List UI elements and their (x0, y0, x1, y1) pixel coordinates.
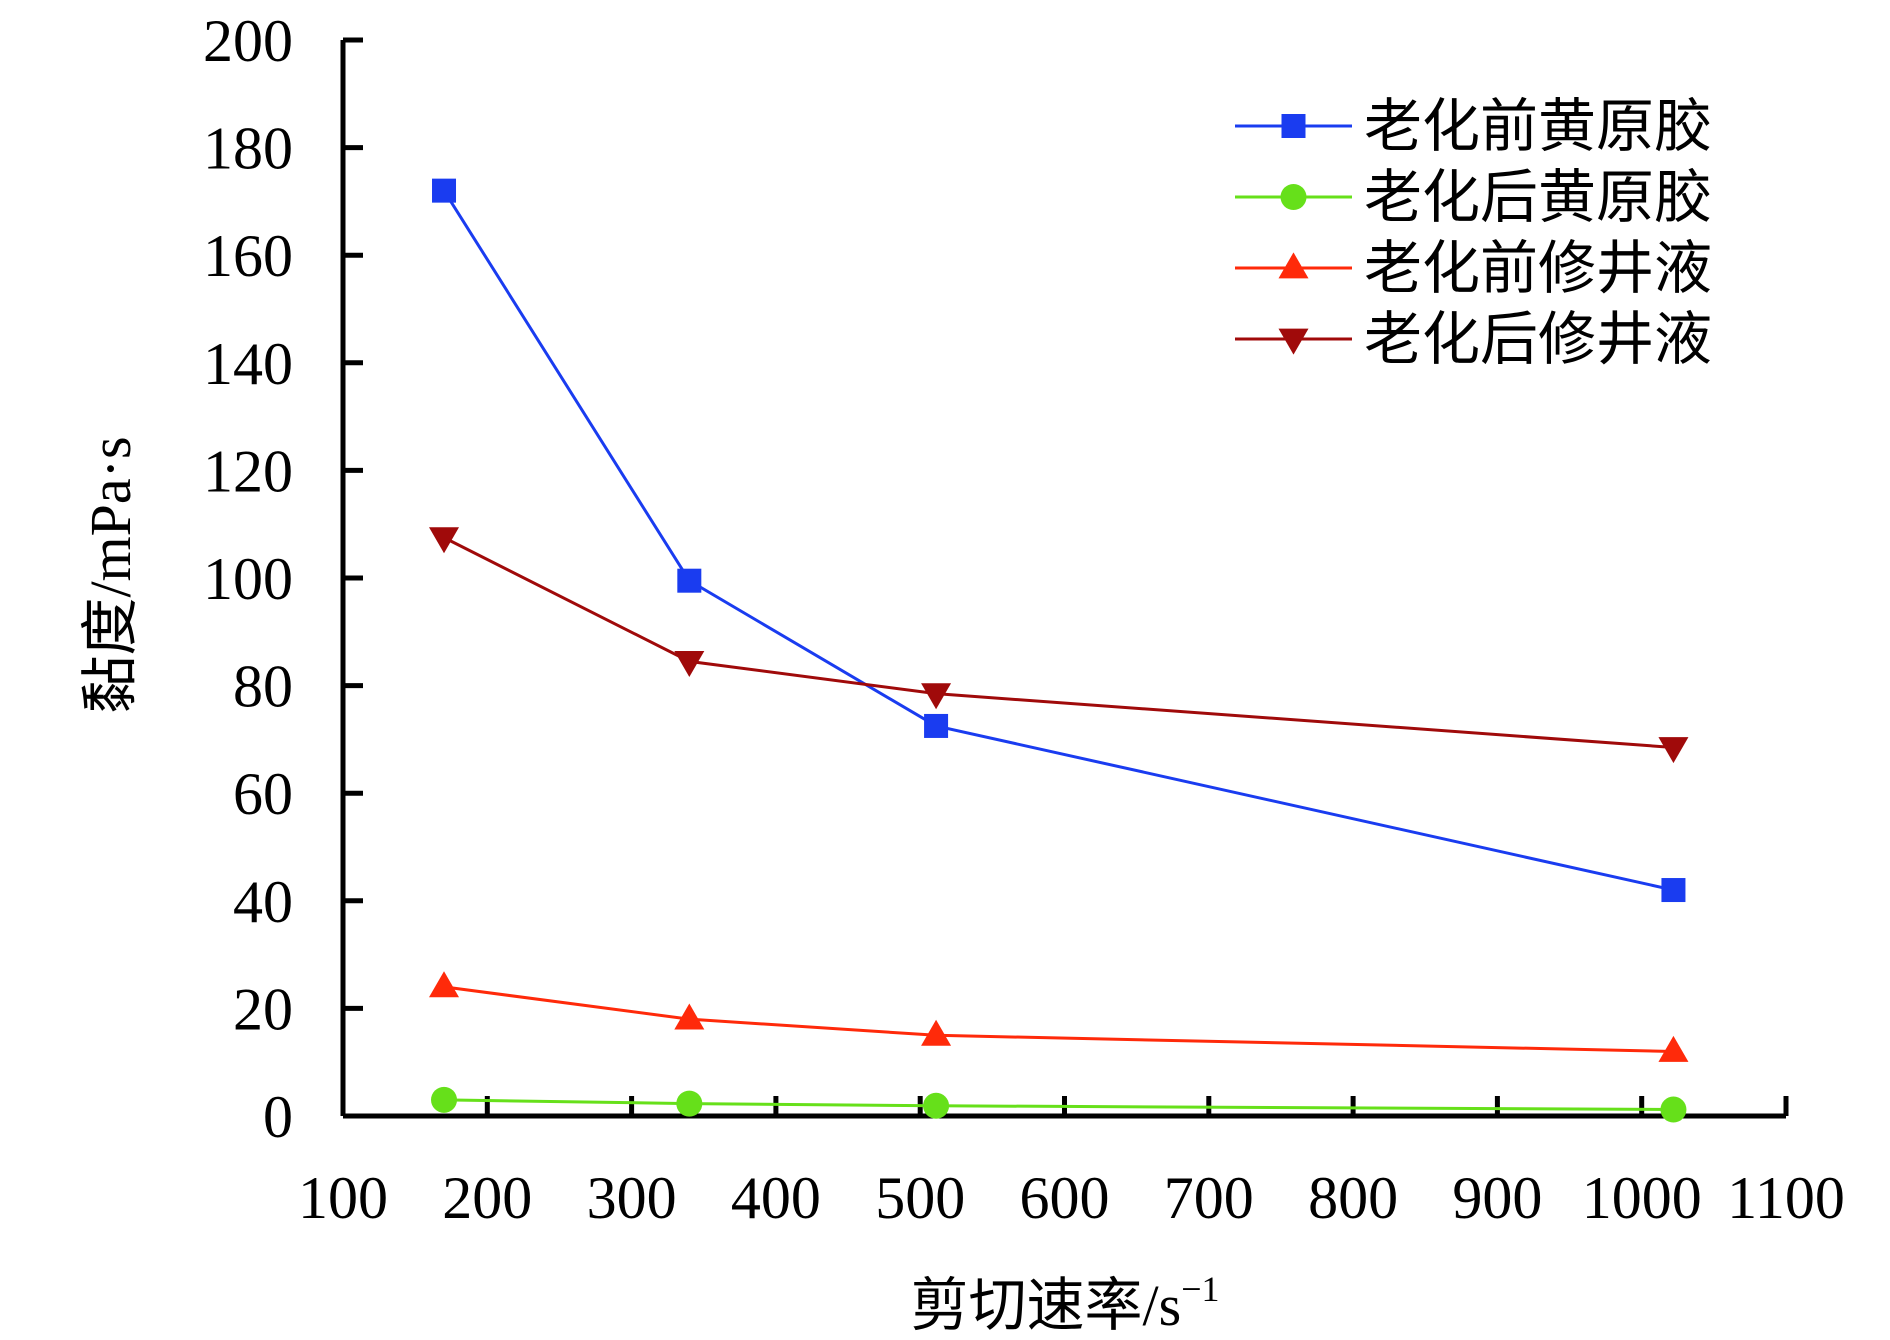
legend-swatch-marker (1278, 328, 1309, 355)
data-point (676, 1090, 703, 1117)
y-axis-title: 黏度/mPa·s (78, 436, 143, 713)
series-line (443, 985, 1674, 1053)
x-tick-label: 400 (731, 1165, 821, 1231)
x-tick-label: 600 (1020, 1165, 1110, 1231)
series-2 (431, 1086, 1687, 1123)
x-tick-label: 700 (1164, 1165, 1254, 1231)
y-tick-label: 0 (263, 1084, 293, 1150)
series-layer (429, 178, 1689, 1123)
y-tick-label: 180 (203, 116, 293, 182)
data-point (1658, 1035, 1689, 1062)
axes: 0 20 40 60 80 100 120 140 160 180 200 100 200 300 400 5… (203, 8, 1845, 1231)
legend-item-2: 老化后黄原胶 (1235, 165, 1712, 230)
y-tick-label: 60 (233, 761, 293, 827)
legend-item-4: 老化后修井液 (1235, 307, 1712, 372)
series-line (443, 536, 1674, 749)
x-tick-label: 200 (442, 1165, 532, 1231)
x-tick-label: 100 (298, 1165, 388, 1231)
x-tick-label: 1000 (1582, 1165, 1702, 1231)
legend-label: 老化后修井液 (1364, 307, 1712, 372)
y-tick-label: 200 (203, 8, 293, 74)
y-tick-label: 40 (233, 869, 293, 935)
legend-swatch-marker (1278, 252, 1309, 279)
series-line (442, 189, 1674, 892)
x-tick-label: 500 (875, 1165, 965, 1231)
x-tick-label: 800 (1308, 1165, 1398, 1231)
legend-swatch-marker (1281, 114, 1306, 138)
x-tick-label: 900 (1452, 1165, 1542, 1231)
data-point (924, 713, 949, 738)
data-point (429, 527, 460, 554)
series-3 (429, 971, 1689, 1062)
legend-label: 老化前修井液 (1364, 236, 1712, 301)
series-1 (432, 178, 1686, 903)
y-tick-label: 120 (203, 438, 293, 504)
x-tick-label: 1100 (1727, 1165, 1845, 1231)
legend-label: 老化后黄原胶 (1364, 165, 1712, 230)
legend-item-3: 老化前修井液 (1235, 236, 1712, 301)
x-tick-label: 300 (587, 1165, 677, 1231)
series-line (443, 1098, 1674, 1112)
data-point (921, 1019, 952, 1046)
y-tick-label: 20 (233, 976, 293, 1042)
data-point (429, 971, 460, 998)
y-tick-label: 100 (203, 546, 293, 612)
data-point (432, 178, 457, 203)
data-point (1658, 737, 1689, 764)
data-point (677, 568, 702, 593)
data-point (674, 650, 705, 677)
y-tick-label: 80 (233, 654, 293, 720)
x-axis-title: 剪切速率/s−1 (911, 1269, 1220, 1335)
legend-swatch-marker (1280, 184, 1307, 210)
y-tick-label: 160 (203, 223, 293, 289)
series-4 (429, 527, 1689, 764)
y-tick-label: 140 (203, 331, 293, 397)
data-point (674, 1003, 705, 1030)
legend-label: 老化前黄原胶 (1364, 94, 1712, 159)
data-point (1660, 1096, 1687, 1123)
data-point (431, 1086, 458, 1113)
data-point (1661, 878, 1686, 903)
data-point (923, 1092, 950, 1119)
legend-item-1: 老化前黄原胶 (1235, 94, 1712, 159)
data-point (921, 683, 952, 710)
